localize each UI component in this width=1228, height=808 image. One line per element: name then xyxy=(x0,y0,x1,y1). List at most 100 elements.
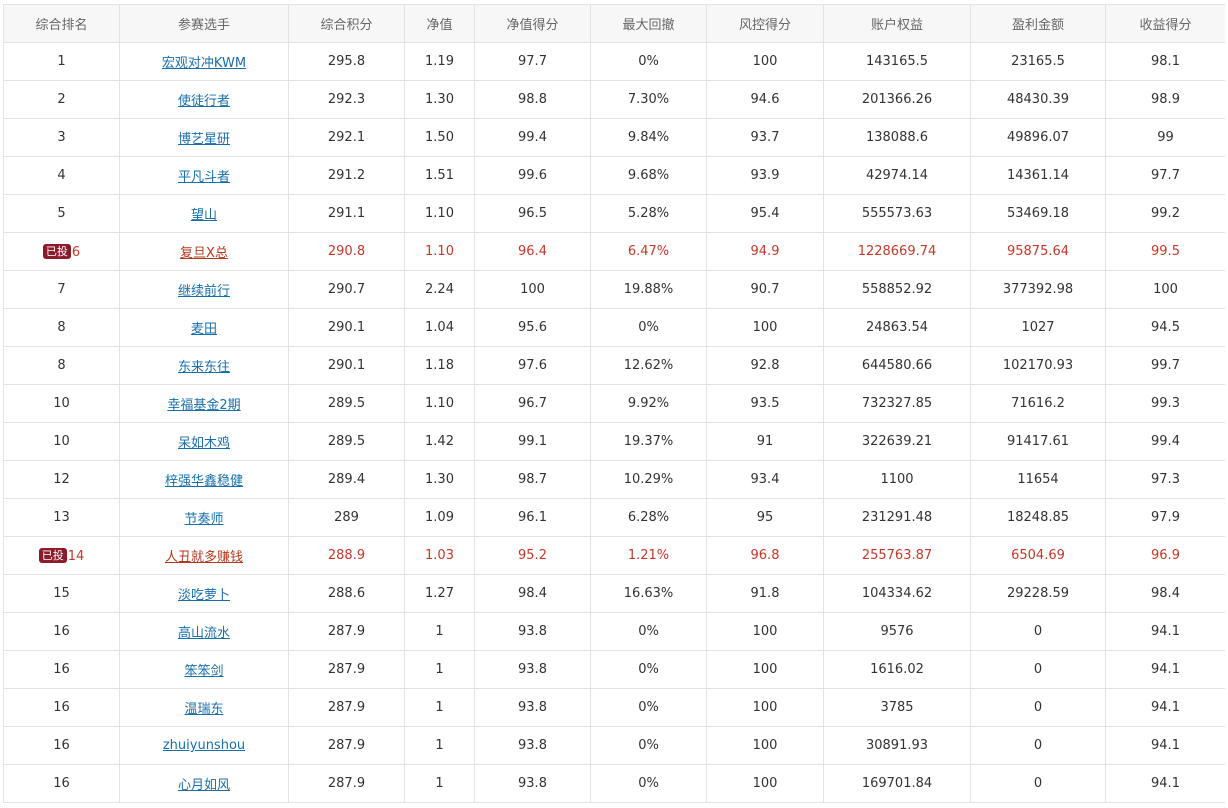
equity-cell: 255763.87 xyxy=(823,536,971,575)
rank-cell: 16 xyxy=(3,650,120,689)
nav-cell: 1.30 xyxy=(404,80,475,119)
player-link[interactable]: 高山流水 xyxy=(177,626,230,641)
return-score-cell: 100 xyxy=(1105,270,1225,309)
profit-cell: 14361.14 xyxy=(970,156,1106,195)
max-drawdown-cell: 12.62% xyxy=(590,346,707,385)
nav-score-cell: 99.1 xyxy=(474,422,591,461)
header-profit: 盈利金额 xyxy=(970,4,1106,43)
return-score-cell: 94.1 xyxy=(1105,764,1225,803)
rank-cell: 8 xyxy=(3,346,120,385)
score-cell: 290.1 xyxy=(288,346,405,385)
profit-cell: 53469.18 xyxy=(970,194,1106,233)
risk-score-cell: 94.9 xyxy=(706,232,824,271)
nav-score-cell: 93.8 xyxy=(474,764,591,803)
rank-cell: 16 xyxy=(3,764,120,803)
max-drawdown-cell: 9.68% xyxy=(590,156,707,195)
player-link[interactable]: 呆如木鸡 xyxy=(177,436,230,451)
player-cell: 温瑞东 xyxy=(119,688,289,727)
table-row: 5 望山 291.1 1.10 96.5 5.28% 95.4 555573.63 53469.… xyxy=(3,194,1225,233)
rank-value: 8 xyxy=(57,320,66,335)
player-link[interactable]: 淡吃萝卜 xyxy=(177,588,230,603)
table-row: 7 继续前行 290.7 2.24 100 19.88% 90.7 558852.92 3773… xyxy=(3,270,1225,309)
nav-cell: 1.50 xyxy=(404,118,475,157)
player-link[interactable]: 温瑞东 xyxy=(184,702,224,717)
nav-score-cell: 96.1 xyxy=(474,498,591,537)
profit-cell: 0 xyxy=(970,650,1106,689)
profit-cell: 0 xyxy=(970,612,1106,651)
max-drawdown-cell: 19.88% xyxy=(590,270,707,309)
score-cell: 290.8 xyxy=(288,232,405,271)
rank-cell: 1 xyxy=(3,42,120,81)
rank-value: 14 xyxy=(67,548,85,564)
rank-value: 12 xyxy=(53,472,70,487)
score-cell: 287.9 xyxy=(288,726,405,765)
nav-cell: 1.18 xyxy=(404,346,475,385)
table-row: 10 呆如木鸡 289.5 1.42 99.1 19.37% 91 322639.21 9141… xyxy=(3,422,1225,461)
player-cell: 东来东往 xyxy=(119,346,289,385)
table-row: 1 宏观对冲KWM 295.8 1.19 97.7 0% 100 143165.5 23165.… xyxy=(3,42,1225,81)
return-score-cell: 94.1 xyxy=(1105,726,1225,765)
header-return-score: 收益得分 xyxy=(1105,4,1225,43)
player-link[interactable]: 望山 xyxy=(190,208,217,223)
score-cell: 290.1 xyxy=(288,308,405,347)
player-link[interactable]: 心月如风 xyxy=(177,778,230,793)
score-cell: 290.7 xyxy=(288,270,405,309)
player-link[interactable]: 使徒行者 xyxy=(177,94,230,109)
player-link[interactable]: 人丑就多赚钱 xyxy=(164,550,243,565)
header-player: 参赛选手 xyxy=(119,4,289,43)
risk-score-cell: 93.5 xyxy=(706,384,824,423)
profit-cell: 95875.64 xyxy=(970,232,1106,271)
player-cell: 麦田 xyxy=(119,308,289,347)
player-link[interactable]: 节奏师 xyxy=(184,512,224,527)
player-link[interactable]: 梓强华鑫稳健 xyxy=(164,474,243,489)
rank-value: 13 xyxy=(53,510,70,525)
player-link[interactable]: 继续前行 xyxy=(177,284,230,299)
player-link[interactable]: 复旦X总 xyxy=(180,246,228,261)
nav-cell: 1.51 xyxy=(404,156,475,195)
max-drawdown-cell: 0% xyxy=(590,650,707,689)
player-link[interactable]: 笨笨剑 xyxy=(184,664,224,679)
score-cell: 288.9 xyxy=(288,536,405,575)
player-link[interactable]: 幸福基金2期 xyxy=(167,398,241,413)
score-cell: 292.1 xyxy=(288,118,405,157)
score-cell: 289.5 xyxy=(288,384,405,423)
profit-cell: 23165.5 xyxy=(970,42,1106,81)
max-drawdown-cell: 0% xyxy=(590,308,707,347)
profit-cell: 0 xyxy=(970,688,1106,727)
nav-cell: 1 xyxy=(404,688,475,727)
nav-score-cell: 95.6 xyxy=(474,308,591,347)
return-score-cell: 99.2 xyxy=(1105,194,1225,233)
risk-score-cell: 100 xyxy=(706,42,824,81)
player-link[interactable]: 博艺星研 xyxy=(177,132,230,147)
return-score-cell: 99 xyxy=(1105,118,1225,157)
player-link[interactable]: 宏观对冲KWM xyxy=(161,56,247,71)
nav-score-cell: 93.8 xyxy=(474,612,591,651)
player-link[interactable]: 平凡斗者 xyxy=(177,170,230,185)
return-score-cell: 94.1 xyxy=(1105,612,1225,651)
max-drawdown-cell: 0% xyxy=(590,688,707,727)
player-link[interactable]: 麦田 xyxy=(190,322,217,337)
risk-score-cell: 91 xyxy=(706,422,824,461)
table-header: 综合排名 参赛选手 综合积分 净值 净值得分 最大回撤 风控得分 账户权益 盈利… xyxy=(3,4,1225,43)
max-drawdown-cell: 7.30% xyxy=(590,80,707,119)
equity-cell: 143165.5 xyxy=(823,42,971,81)
rank-value: 10 xyxy=(53,434,70,449)
rank-cell: 已投 6 xyxy=(3,232,120,271)
player-link[interactable]: zhuiyunshou xyxy=(162,738,246,753)
nav-cell: 1 xyxy=(404,612,475,651)
score-cell: 291.2 xyxy=(288,156,405,195)
header-row: 综合排名 参赛选手 综合积分 净值 净值得分 最大回撤 风控得分 账户权益 盈利… xyxy=(3,4,1225,43)
max-drawdown-cell: 1.21% xyxy=(590,536,707,575)
nav-score-cell: 98.8 xyxy=(474,80,591,119)
score-cell: 292.3 xyxy=(288,80,405,119)
player-cell: 心月如风 xyxy=(119,764,289,803)
return-score-cell: 97.3 xyxy=(1105,460,1225,499)
player-link[interactable]: 东来东往 xyxy=(177,360,230,375)
player-cell: 幸福基金2期 xyxy=(119,384,289,423)
rank-cell: 3 xyxy=(3,118,120,157)
nav-cell: 1.09 xyxy=(404,498,475,537)
nav-cell: 1.04 xyxy=(404,308,475,347)
equity-cell: 732327.85 xyxy=(823,384,971,423)
equity-cell: 201366.26 xyxy=(823,80,971,119)
rank-cell: 2 xyxy=(3,80,120,119)
